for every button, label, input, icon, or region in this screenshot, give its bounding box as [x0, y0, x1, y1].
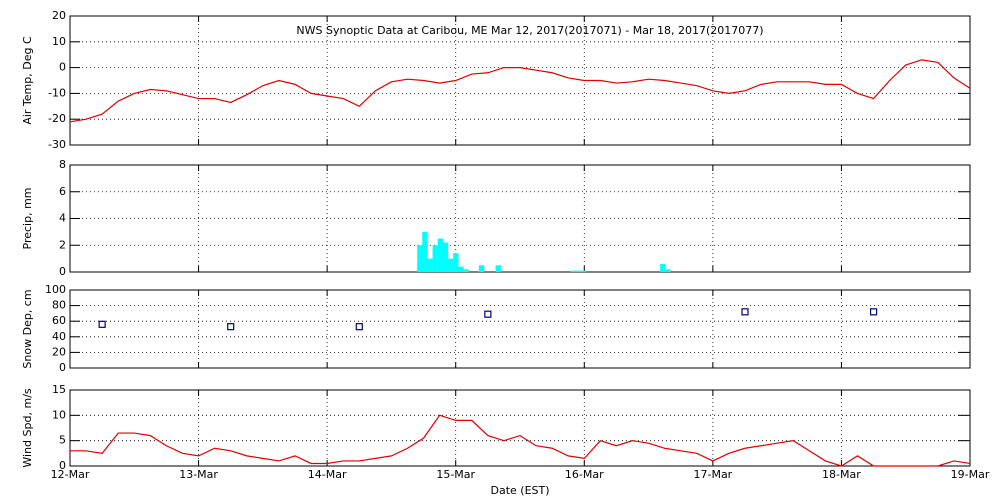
y-tick-label: -10: [48, 86, 66, 99]
y-tick-label: 0: [59, 265, 66, 278]
y-axis-label: Snow Dep, cm: [21, 289, 34, 368]
plot-frame: [69, 389, 971, 467]
bar: [453, 253, 459, 272]
bar: [448, 258, 454, 272]
bar: [570, 270, 576, 272]
plot-frame: [69, 164, 971, 273]
bar: [478, 265, 485, 272]
x-tick-label: 17-Mar: [693, 468, 732, 481]
x-tick-label: 18-Mar: [822, 468, 861, 481]
y-tick-label: 10: [52, 408, 66, 421]
point: [484, 310, 492, 318]
y-axis-label: Air Temp, Deg C: [21, 36, 34, 125]
y-tick-label: 20: [52, 9, 66, 22]
chart-title: NWS Synoptic Data at Caribou, ME Mar 12,…: [296, 24, 763, 37]
x-tick-label: 14-Mar: [308, 468, 347, 481]
y-tick-label: 0: [59, 459, 66, 472]
bar: [422, 231, 428, 272]
bar: [458, 266, 464, 272]
point: [227, 323, 235, 331]
x-tick-label: 12-Mar: [51, 468, 90, 481]
x-tick-label: 13-Mar: [179, 468, 218, 481]
y-tick-label: 80: [52, 299, 66, 312]
y-axis-label: Wind Spd, m/s: [21, 388, 34, 468]
y-tick-label: 4: [59, 212, 66, 225]
bar: [417, 245, 423, 272]
bar: [495, 265, 501, 272]
plot-frame: [69, 289, 971, 369]
bar: [427, 258, 433, 272]
data-line: [69, 59, 971, 123]
y-tick-label: -30: [48, 138, 66, 151]
bar: [580, 270, 586, 272]
x-tick-label: 16-Mar: [565, 468, 604, 481]
bar: [463, 269, 469, 272]
y-tick-label: 2: [59, 238, 66, 251]
y-tick-label: 10: [52, 35, 66, 48]
y-tick-label: 15: [52, 383, 66, 396]
point: [741, 308, 749, 316]
bar: [437, 238, 444, 272]
x-axis-label: Date (EST): [490, 484, 549, 497]
y-tick-label: 60: [52, 314, 66, 327]
data-line: [70, 414, 971, 467]
y-tick-label: 100: [45, 283, 66, 296]
point: [355, 323, 363, 331]
y-tick-label: 0: [59, 361, 66, 374]
y-tick-label: 8: [59, 158, 66, 171]
y-tick-label: 40: [52, 330, 66, 343]
y-tick-label: 5: [59, 434, 66, 447]
point: [98, 320, 106, 328]
bar: [432, 245, 438, 272]
x-tick-label: 19-Mar: [951, 468, 990, 481]
y-tick-label: 6: [59, 185, 66, 198]
y-tick-label: 20: [52, 345, 66, 358]
point: [869, 308, 878, 316]
bar: [442, 242, 449, 272]
y-axis-label: Precip, mm: [21, 188, 34, 250]
bar: [665, 269, 671, 272]
y-tick-label: -20: [48, 112, 66, 125]
plot-frame: [69, 15, 971, 146]
y-tick-label: 0: [59, 61, 66, 74]
bar: [575, 270, 581, 272]
x-tick-label: 15-Mar: [436, 468, 475, 481]
bar: [660, 263, 666, 272]
